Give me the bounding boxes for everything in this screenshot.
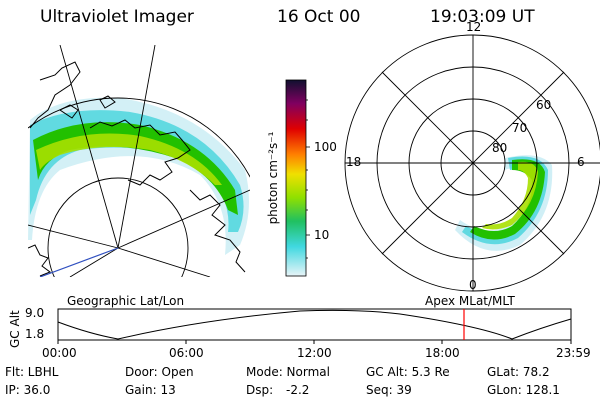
info-dsp-label: Dsp: (246, 383, 274, 397)
polar-aurora-mid (482, 161, 538, 230)
altitude-panel (57, 308, 572, 344)
time-tick-2359: 23:59 (556, 346, 591, 360)
time-tick-0000: 00:00 (42, 346, 77, 360)
mlt-label-12: 12 (466, 20, 482, 34)
altitude-curve (57, 309, 572, 340)
mlt-label-18: 18 (346, 155, 362, 169)
info-seq: Seq: 39 (366, 383, 412, 397)
altitude-axis-label: GC Alt (8, 310, 22, 348)
mlat-label-60: 60 (536, 98, 552, 112)
colorbar (285, 79, 307, 277)
altitude-tick-min: 1.8 (25, 327, 45, 341)
info-dsp-value: -2.2 (286, 383, 310, 397)
header-time: 19:03:09 UT (430, 7, 535, 27)
coastline-greenland (89, 119, 191, 186)
colorbar-tick-100: 100 (314, 140, 337, 154)
aurora-mid-band (36, 133, 222, 185)
polar-aurora-strong (470, 159, 545, 240)
info-ip: IP: 36.0 (5, 383, 51, 397)
altitude-tick-max: 9.0 (25, 306, 45, 320)
mlt-label-6: 6 (577, 155, 585, 169)
time-tick-1200: 12:00 (297, 346, 332, 360)
info-mode: Mode: Normal (246, 365, 330, 379)
info-glat: GLat: 78.2 (487, 365, 550, 379)
info-door: Door: Open (125, 365, 194, 379)
polar-plot-label: Apex MLat/MLT (425, 294, 515, 308)
colorbar-ticks (306, 99, 310, 259)
time-tick-0600: 06:00 (169, 346, 204, 360)
info-flt: Flt: LBHL (5, 365, 59, 379)
geographic-map (28, 45, 250, 277)
info-gc-alt: GC Alt: 5.3 Re (366, 365, 450, 379)
lat-lon-grid (28, 45, 250, 277)
colorbar-unit-label: photon cm⁻²s⁻¹ (266, 131, 280, 225)
geo-map-label: Geographic Lat/Lon (67, 294, 185, 308)
time-tick-1800: 18:00 (425, 346, 460, 360)
polar-grid (344, 34, 600, 292)
polar-plot (344, 34, 600, 292)
header-date: 16 Oct 00 (277, 7, 361, 27)
mlt-label-0: 0 (469, 278, 477, 292)
window-title: Ultraviolet Imager (40, 7, 194, 27)
info-glon: GLon: 128.1 (487, 383, 560, 397)
coastline-lower-left (28, 244, 52, 277)
mlat-label-70: 70 (512, 121, 528, 135)
coastline-north-america (29, 61, 81, 129)
projection-line (39, 247, 119, 277)
info-gain: Gain: 13 (125, 383, 176, 397)
coastline-eurasia (189, 189, 246, 273)
mlat-label-80: 80 (492, 141, 508, 155)
colorbar-tick-10: 10 (314, 228, 330, 242)
